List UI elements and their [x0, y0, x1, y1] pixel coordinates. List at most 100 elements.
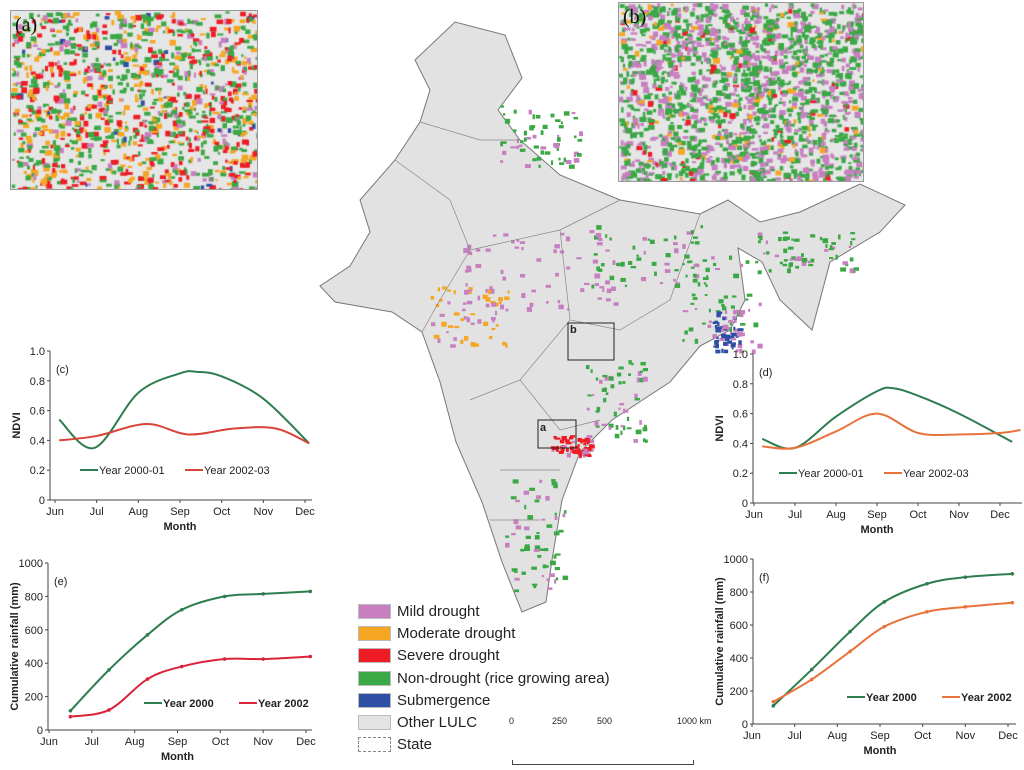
map-patch	[602, 288, 605, 292]
map-patch	[705, 267, 710, 273]
map-patch	[740, 310, 746, 315]
legend-item-severe: Severe drought	[358, 645, 610, 667]
map-patch	[557, 134, 560, 138]
map-patch	[627, 261, 633, 265]
map-patch	[727, 327, 730, 331]
map-patch	[546, 300, 549, 304]
map-patch	[613, 411, 617, 417]
map-patch	[665, 253, 671, 258]
map-patch	[502, 276, 507, 281]
map-patch	[520, 140, 524, 144]
map-patch	[490, 301, 496, 304]
map-patch	[594, 273, 601, 279]
map-patch	[502, 150, 507, 155]
legend-label: State	[397, 736, 433, 754]
map-patch	[766, 251, 770, 255]
map-patch	[782, 263, 788, 267]
map-patch	[468, 291, 472, 295]
map-patch	[589, 439, 595, 444]
x-axis-label: Month	[861, 524, 894, 536]
legend-item-state: State	[358, 734, 610, 756]
map-patch	[577, 444, 580, 447]
legend-item-other-lulc: Other LULC	[358, 711, 610, 733]
map-patch	[580, 288, 585, 293]
y-axis-label: Cumulative rainfall (mm)	[9, 582, 21, 711]
map-patch	[719, 337, 725, 341]
map-patch	[639, 420, 642, 425]
map-patch	[565, 441, 572, 445]
map-patch	[511, 532, 516, 536]
x-tick-label: Jun	[40, 736, 58, 748]
map-patch	[464, 269, 469, 273]
swatch	[358, 670, 391, 686]
map-patch	[727, 340, 733, 344]
map-patch	[723, 349, 729, 354]
map-patch	[609, 237, 612, 241]
map-patch	[707, 324, 712, 329]
map-patch	[730, 305, 735, 309]
map-patch	[632, 245, 636, 250]
map-patch	[684, 330, 688, 335]
data-point	[771, 699, 776, 704]
map-patch	[716, 311, 723, 314]
legend-item-submergence: Submergence	[358, 689, 610, 711]
map-patch	[724, 336, 730, 342]
map-patch	[524, 164, 531, 169]
map-patch	[651, 261, 657, 266]
x-axis-label: Month	[864, 745, 897, 757]
map-patch	[640, 361, 646, 366]
map-patch	[576, 153, 582, 157]
map-patch	[722, 324, 729, 330]
map-patch	[688, 327, 694, 332]
map-patch	[558, 529, 564, 533]
map-patch	[482, 294, 488, 300]
map-patch	[573, 116, 579, 120]
map-patch	[553, 531, 560, 536]
map-patch	[640, 276, 647, 282]
map-patch	[690, 266, 695, 269]
map-patch	[553, 142, 559, 148]
map-patch	[453, 337, 457, 341]
map-patch	[585, 365, 590, 370]
map-patch	[507, 290, 510, 294]
map-patch	[639, 370, 644, 373]
map-patch	[435, 303, 440, 308]
x-tick-label: Dec	[295, 506, 315, 518]
data-point	[882, 600, 887, 604]
map-patch	[500, 160, 504, 163]
map-patch	[584, 448, 588, 452]
map-patch	[693, 264, 700, 268]
x-tick-label: Oct	[212, 736, 229, 748]
map-patch	[468, 251, 473, 256]
map-patch	[519, 148, 526, 152]
map-patch	[598, 237, 603, 242]
legend-label: Moderate drought	[397, 624, 516, 642]
y-tick-label: 600	[730, 620, 748, 632]
map-patch	[523, 137, 527, 142]
map-patch	[477, 295, 481, 301]
swatch	[358, 648, 391, 664]
map-patch	[736, 349, 739, 353]
x-tick-label: Sep	[867, 509, 887, 521]
map-patch	[694, 241, 700, 245]
map-patch	[568, 164, 575, 169]
map-patch	[571, 440, 575, 444]
map-patch	[533, 145, 539, 149]
inset-map-a: (a)	[10, 10, 258, 190]
map-patch	[840, 267, 847, 272]
y-tick-label: 400	[730, 653, 748, 665]
box-b-label: b	[570, 324, 577, 336]
panel-label: (c)	[56, 364, 69, 376]
map-patch	[442, 286, 447, 290]
map-patch	[529, 487, 536, 491]
map-patch	[620, 430, 623, 435]
map-patch	[553, 483, 558, 489]
map-patch	[511, 568, 517, 572]
map-patch	[729, 335, 735, 339]
map-patch	[553, 249, 557, 254]
data-point	[145, 677, 150, 681]
map-patch	[487, 289, 491, 295]
map-patch	[738, 340, 742, 345]
map-patch	[622, 381, 626, 384]
map-patch	[787, 246, 794, 250]
